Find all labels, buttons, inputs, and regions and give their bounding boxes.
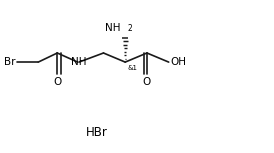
Text: NH: NH bbox=[105, 22, 121, 33]
Text: NH: NH bbox=[71, 57, 87, 67]
Text: O: O bbox=[53, 76, 61, 86]
Text: O: O bbox=[143, 76, 151, 86]
Text: OH: OH bbox=[170, 57, 186, 67]
Text: HBr: HBr bbox=[86, 126, 108, 139]
Text: &1: &1 bbox=[127, 65, 137, 71]
Text: 2: 2 bbox=[127, 24, 132, 33]
Text: Br: Br bbox=[4, 57, 15, 67]
